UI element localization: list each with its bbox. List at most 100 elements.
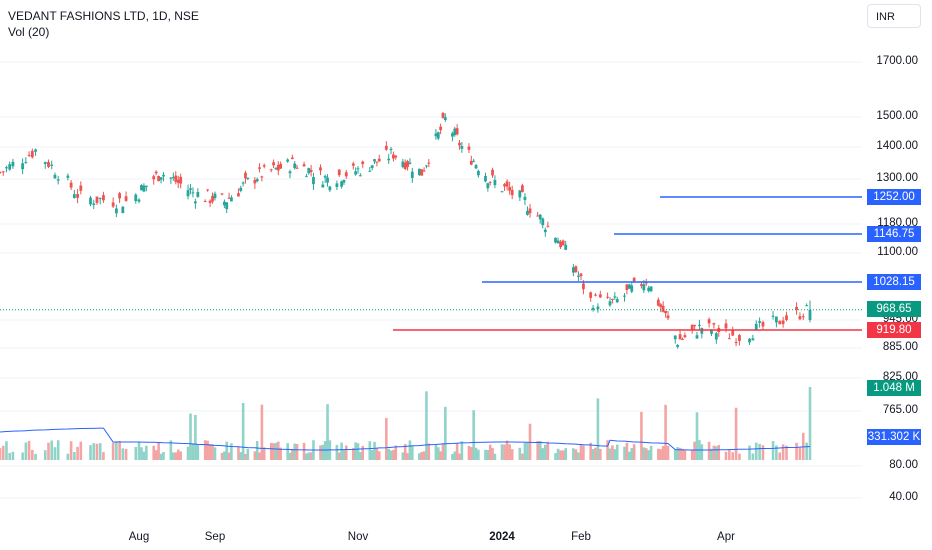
volume-bar bbox=[659, 449, 663, 460]
volume-bar bbox=[189, 413, 192, 460]
candle-body bbox=[220, 193, 224, 195]
volume-bar bbox=[253, 451, 257, 460]
volume-bar bbox=[556, 448, 560, 460]
candle-body bbox=[319, 167, 322, 171]
volume-bar bbox=[241, 403, 245, 460]
volume-bar bbox=[373, 441, 376, 460]
volume-bar bbox=[186, 446, 190, 460]
volume-bar bbox=[342, 449, 346, 460]
volume-bar bbox=[700, 444, 704, 460]
volume-bar bbox=[778, 452, 782, 460]
candle-body bbox=[574, 266, 578, 273]
candle-body bbox=[538, 214, 542, 220]
candle-body bbox=[453, 128, 457, 136]
volume-bar bbox=[137, 441, 141, 460]
level-badge-resistance-1146: 1146.75 bbox=[867, 226, 921, 242]
candle-body bbox=[76, 194, 79, 198]
candle-body bbox=[508, 187, 512, 191]
price-tick-label: 40.00 bbox=[889, 491, 918, 503]
volume-bar bbox=[470, 447, 473, 460]
candle-body bbox=[255, 179, 259, 182]
candle-body bbox=[370, 165, 374, 169]
candle-body bbox=[89, 197, 92, 205]
volume-bar bbox=[474, 447, 478, 460]
level-badge-resistance-1028: 1028.15 bbox=[867, 274, 921, 290]
volume-bar bbox=[408, 440, 412, 460]
candle-body bbox=[700, 328, 704, 334]
volume-bar bbox=[589, 442, 592, 460]
volume-bar bbox=[269, 442, 273, 460]
candle-body bbox=[305, 176, 308, 178]
candle-body bbox=[98, 197, 102, 199]
candle-body bbox=[34, 149, 37, 152]
volume-bar bbox=[460, 441, 464, 460]
candle-body bbox=[312, 177, 315, 185]
candle-body bbox=[738, 335, 741, 341]
volume-bar bbox=[439, 451, 442, 460]
volume-indicator-label[interactable]: Vol (20) bbox=[8, 25, 50, 39]
chart-title: VEDANT FASHIONS LTD, 1D, NSE bbox=[8, 9, 199, 23]
volume-bar bbox=[401, 452, 405, 460]
candle-body bbox=[707, 319, 711, 324]
volume-bar bbox=[434, 444, 438, 460]
candle-body bbox=[206, 189, 210, 191]
candle-body bbox=[808, 309, 812, 320]
volume-bar bbox=[140, 447, 143, 460]
candle-body bbox=[213, 193, 217, 199]
volume-bar bbox=[115, 441, 118, 460]
candle-body bbox=[526, 210, 529, 215]
volume-bar bbox=[196, 444, 200, 460]
candle-body bbox=[795, 306, 798, 310]
volume-bar bbox=[179, 451, 182, 460]
candle-body bbox=[222, 201, 226, 206]
price-tick-label: 1700.00 bbox=[876, 55, 918, 67]
volume-bar bbox=[676, 447, 679, 460]
candle-body bbox=[269, 169, 273, 171]
volume-bar bbox=[169, 440, 173, 460]
candle-body bbox=[451, 133, 454, 137]
volume-last-badge: 1.048 M bbox=[867, 380, 921, 396]
volume-bar bbox=[174, 452, 178, 460]
volume-bar bbox=[647, 450, 650, 460]
candle-body bbox=[403, 162, 407, 169]
volume-bar bbox=[808, 387, 812, 460]
volume-bar bbox=[418, 453, 421, 460]
candle-body bbox=[594, 294, 597, 296]
candle-body bbox=[554, 237, 557, 243]
candle-body bbox=[474, 165, 478, 169]
candle-body bbox=[69, 182, 73, 188]
volume-bar bbox=[649, 445, 653, 460]
candle-body bbox=[591, 307, 595, 310]
volume-bar bbox=[785, 445, 788, 460]
candle-body bbox=[678, 334, 682, 340]
candle-body bbox=[441, 113, 445, 118]
candle-body bbox=[244, 172, 247, 179]
candle-body bbox=[420, 169, 424, 176]
volume-bar bbox=[359, 452, 362, 460]
candle-body bbox=[510, 189, 514, 196]
candle-body bbox=[758, 321, 761, 323]
volume-bar bbox=[302, 442, 306, 460]
candle-body bbox=[174, 175, 178, 182]
candle-body bbox=[95, 196, 99, 203]
candle-body bbox=[642, 284, 646, 291]
candle-body bbox=[503, 184, 506, 187]
candle-body bbox=[262, 165, 266, 167]
volume-bars bbox=[0, 387, 812, 460]
volume-bar bbox=[5, 441, 8, 460]
currency-selector[interactable]: INR bbox=[867, 4, 921, 28]
candle-body bbox=[290, 157, 294, 160]
candle-body bbox=[326, 177, 329, 183]
volume-bar bbox=[731, 452, 735, 460]
candle-body bbox=[460, 146, 464, 149]
candle-body bbox=[159, 177, 163, 180]
candle-body bbox=[561, 240, 565, 246]
candle-body bbox=[260, 176, 264, 178]
volume-bar bbox=[98, 443, 102, 460]
candle-body bbox=[342, 180, 346, 183]
volume-bar bbox=[162, 451, 165, 460]
candle-body bbox=[455, 128, 459, 135]
candle-body bbox=[647, 287, 651, 292]
